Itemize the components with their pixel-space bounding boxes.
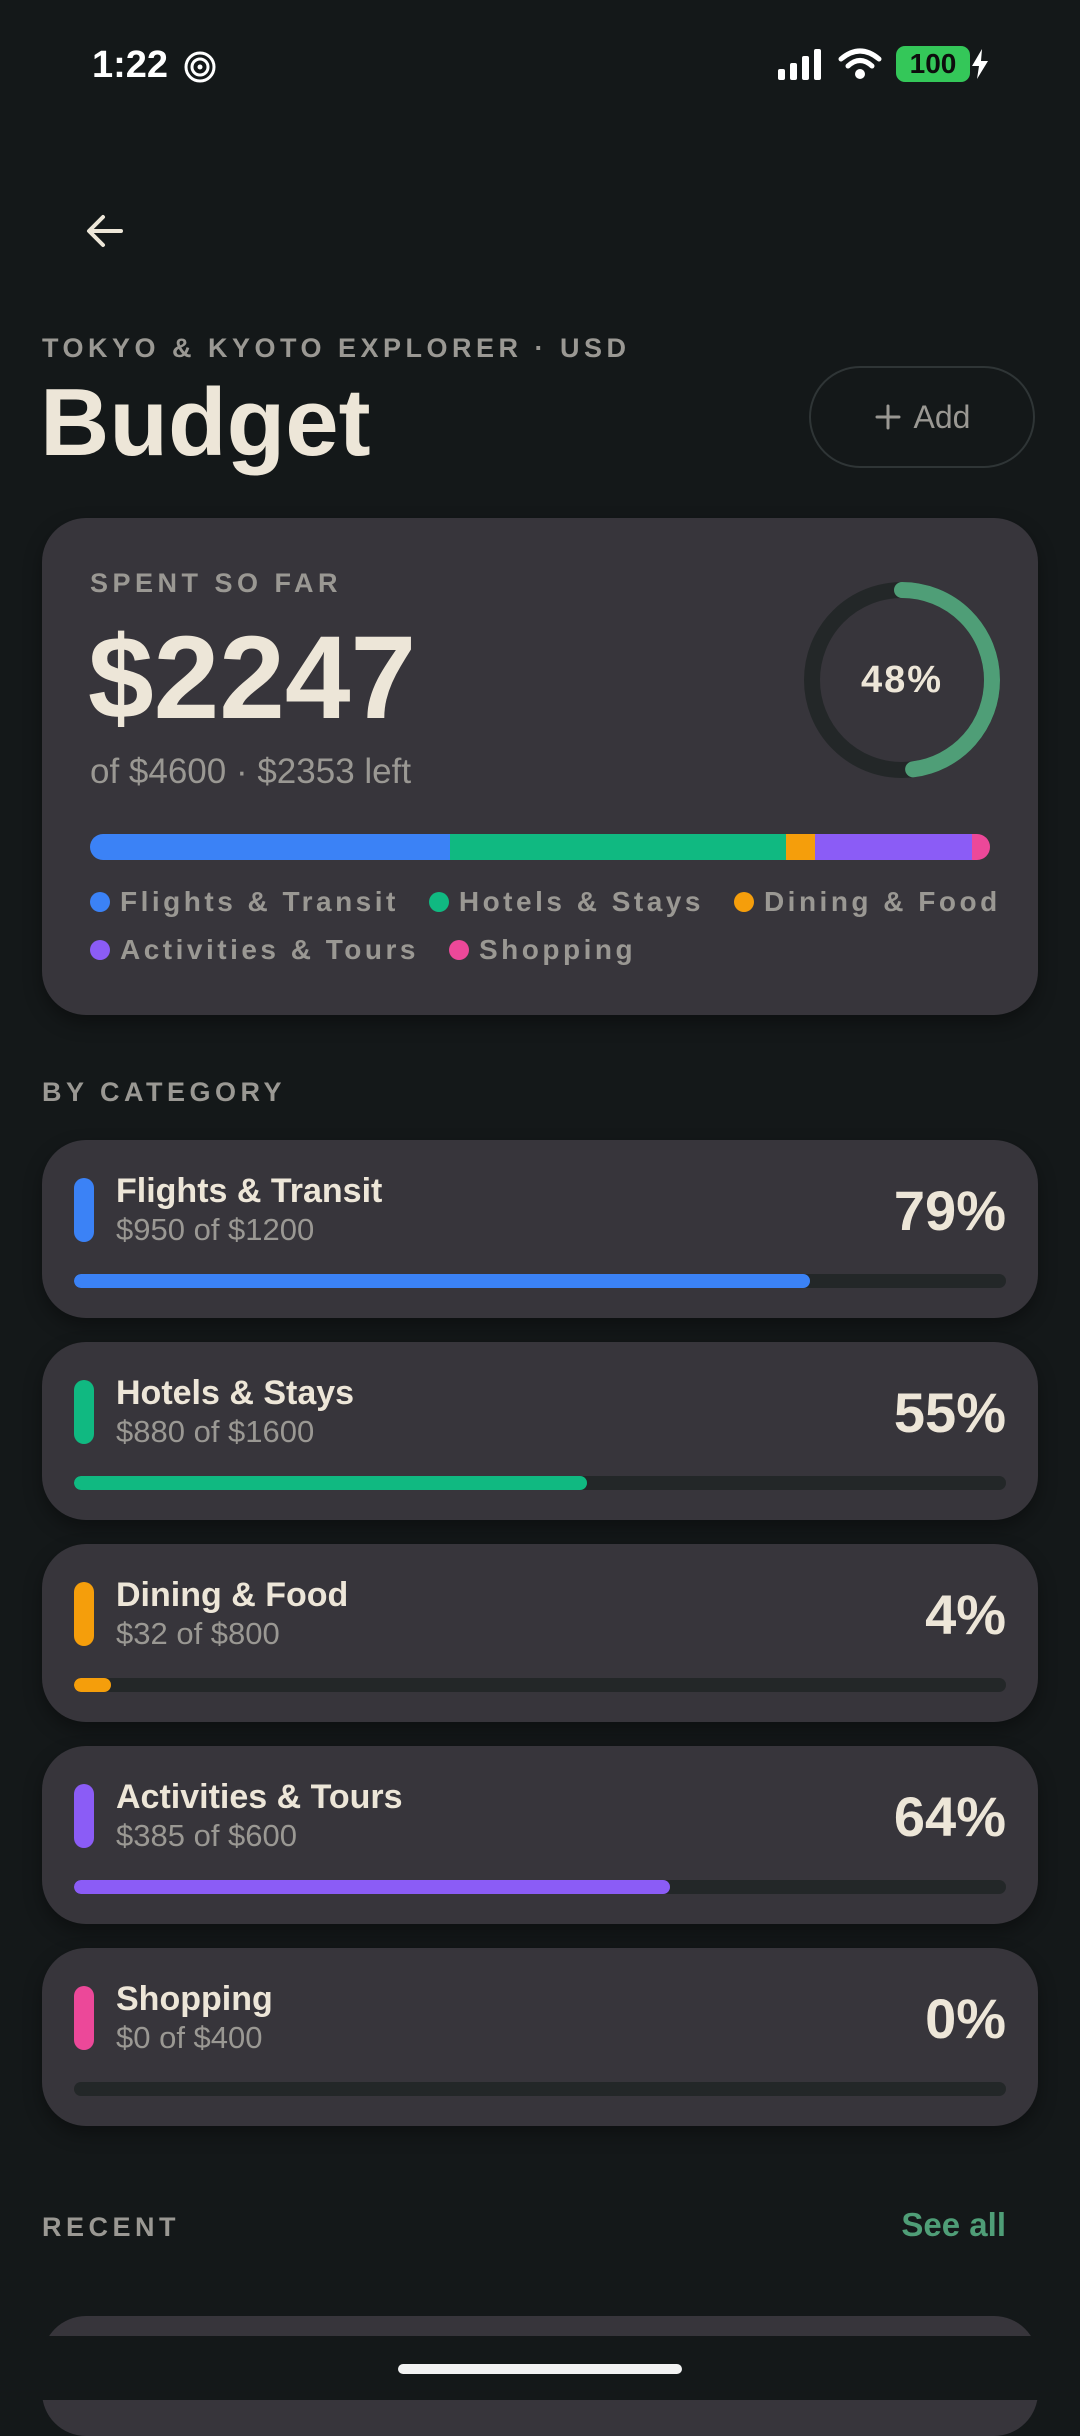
- category-color-marker: [74, 1986, 94, 2050]
- category-color-marker: [74, 1380, 94, 1444]
- category-percent: 64%: [893, 1785, 1006, 1848]
- category-color-marker: [74, 1178, 94, 1242]
- category-amount: $880 of $1600: [116, 1414, 315, 1449]
- spent-amount: $2247: [88, 612, 417, 744]
- add-button-label: Add: [913, 398, 971, 435]
- category-progress-fill: [74, 1476, 587, 1490]
- page-title: Budget: [40, 369, 371, 476]
- legend-item: Shopping: [448, 934, 637, 966]
- category-color-marker: [74, 1582, 94, 1646]
- see-all-link[interactable]: See all: [901, 2206, 1006, 2243]
- legend-label: Shopping: [478, 934, 637, 965]
- category-amount: $32 of $800: [116, 1616, 280, 1651]
- status-time: 1:22: [92, 44, 169, 86]
- category-percent: 4%: [925, 1583, 1006, 1646]
- legend-item: Hotels & Stays: [428, 886, 704, 918]
- legend-label: Hotels & Stays: [458, 886, 704, 917]
- by-category-label: BY CATEGORY: [42, 1077, 287, 1107]
- charging-bolt-icon: [972, 49, 988, 79]
- category-card[interactable]: Hotels & Stays $880 of $1600 55%: [42, 1342, 1038, 1520]
- category-split-segment: [785, 834, 816, 860]
- category-name: Hotels & Stays: [116, 1374, 355, 1412]
- category-color-marker: [74, 1784, 94, 1848]
- battery-indicator: 100: [896, 46, 990, 82]
- spent-label: SPENT SO FAR: [90, 568, 343, 598]
- budget-remaining-text: of $4600 · $2353 left: [90, 752, 412, 791]
- budget-progress-arc: [804, 582, 1000, 778]
- add-expense-button[interactable]: Add: [809, 366, 1035, 468]
- category-split-segment: [450, 834, 786, 860]
- legend-label: Flights & Transit: [120, 886, 399, 917]
- legend-dot: [733, 892, 754, 912]
- legend-label: Dining & Food: [763, 886, 1001, 917]
- status-bar: 1:22 100: [0, 0, 1080, 130]
- home-indicator[interactable]: [398, 2364, 682, 2374]
- category-card[interactable]: Shopping $0 of $400 0%: [42, 1948, 1038, 2126]
- category-split-segment: [815, 834, 972, 860]
- category-progress-track: [74, 2082, 1006, 2096]
- category-percent: 55%: [893, 1381, 1006, 1444]
- category-card[interactable]: Flights & Transit $950 of $1200 79%: [42, 1140, 1038, 1318]
- plus-icon: [875, 404, 901, 430]
- legend-item: Activities & Tours: [90, 934, 419, 966]
- category-split-bar: [90, 834, 990, 860]
- arrow-left-icon: [87, 215, 123, 247]
- category-card[interactable]: Activities & Tours $385 of $600 64%: [42, 1746, 1038, 1924]
- category-name: Flights & Transit: [116, 1172, 383, 1210]
- back-button[interactable]: [70, 196, 140, 266]
- spending-summary-card: SPENT SO FAR $2247 of $4600 · $2353 left…: [42, 518, 1038, 1015]
- legend-dot: [90, 940, 110, 960]
- legend-item: Flights & Transit: [90, 886, 399, 918]
- category-amount: $950 of $1200: [116, 1212, 315, 1247]
- category-split-segment: [971, 834, 990, 860]
- category-card[interactable]: Dining & Food $32 of $800 4%: [42, 1544, 1038, 1722]
- category-percent: 79%: [893, 1179, 1006, 1242]
- category-progress-track: [74, 1678, 1006, 1692]
- legend-dot: [90, 892, 110, 912]
- trip-label: TOKYO & KYOTO EXPLORER · USD: [42, 333, 631, 363]
- category-name: Shopping: [116, 1980, 273, 2018]
- focus-mode-icon: [184, 51, 216, 83]
- recent-label: RECENT: [42, 2212, 181, 2242]
- category-split-segment: [90, 834, 451, 860]
- budget-progress-ring: [804, 582, 1000, 778]
- legend-label: Activities & Tours: [120, 934, 419, 965]
- category-progress-track: [74, 1274, 1006, 1288]
- category-progress-fill: [74, 1678, 112, 1692]
- wifi-icon: [838, 48, 882, 79]
- legend-dot: [448, 940, 469, 960]
- category-name: Activities & Tours: [116, 1778, 403, 1816]
- category-percent: 0%: [925, 1987, 1006, 2050]
- cellular-signal-icon: [778, 49, 821, 80]
- category-progress-fill: [74, 1880, 671, 1894]
- category-amount: $0 of $400: [116, 2020, 263, 2055]
- legend-dot: [428, 892, 449, 912]
- category-progress-track: [74, 1476, 1006, 1490]
- category-progress-fill: [74, 1274, 811, 1288]
- category-legend: Flights & Transit Hotels & Stays Dining & …: [90, 886, 1010, 966]
- budget-percent-label: 48%: [860, 658, 944, 701]
- category-name: Dining & Food: [116, 1576, 349, 1614]
- legend-item: Dining & Food: [733, 886, 1001, 918]
- category-progress-track: [74, 1880, 1006, 1894]
- category-amount: $385 of $600: [116, 1818, 298, 1853]
- battery-level: 100: [896, 46, 970, 82]
